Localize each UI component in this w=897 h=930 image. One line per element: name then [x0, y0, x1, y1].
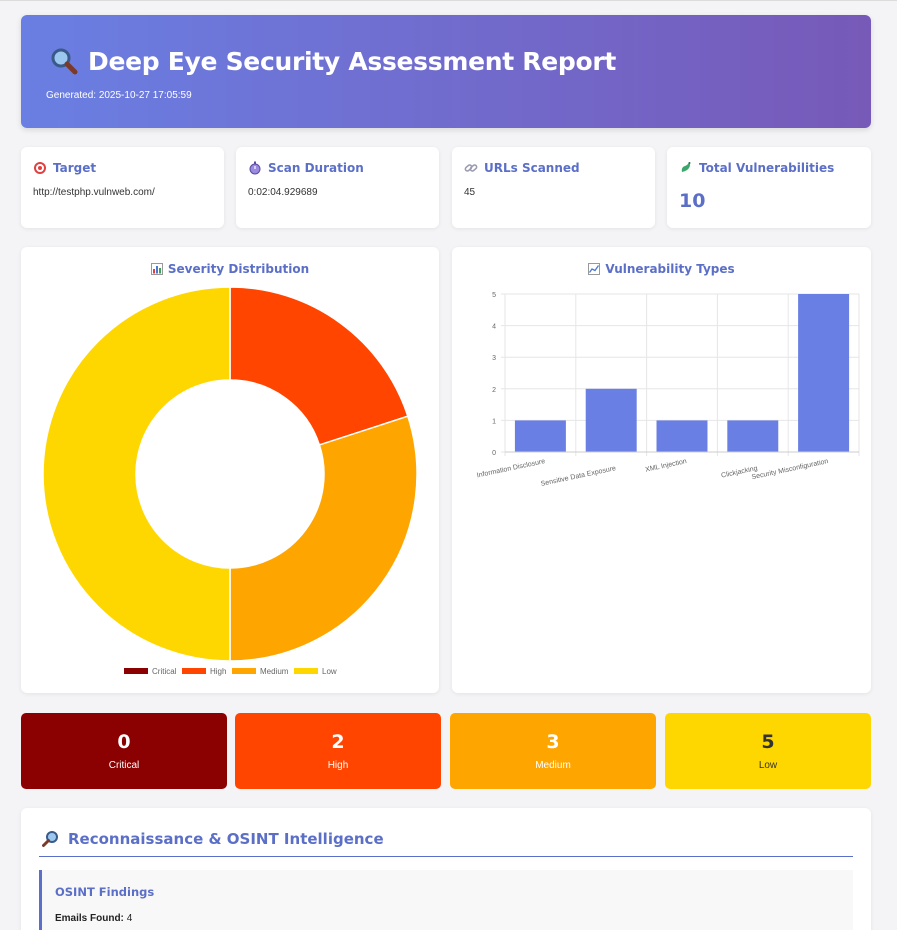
- recon-divider: [39, 856, 853, 857]
- x-tick-label: XML Injection: [645, 458, 688, 474]
- y-tick-label: 4: [492, 324, 496, 331]
- y-tick-label: 1: [492, 418, 496, 425]
- donut-slice-high[interactable]: [229, 286, 409, 446]
- scan-duration-card: Scan Duration 0:02:04.929689: [236, 147, 439, 228]
- donut-slice-medium[interactable]: [229, 415, 418, 662]
- critical-count: 0: [117, 731, 131, 753]
- emails-found-label: Emails Found:: [55, 913, 124, 924]
- legend-label-medium[interactable]: Medium: [260, 667, 289, 676]
- report-title-row: Deep Eye Security Assessment Report: [48, 45, 616, 77]
- osint-findings-title: OSINT Findings: [55, 885, 155, 899]
- target-card: Target http://testphp.vulnweb.com/: [21, 147, 224, 228]
- legend-swatch-medium[interactable]: [232, 668, 256, 674]
- low-count-box: 5 Low: [665, 713, 871, 789]
- severity-chart-title-text: Severity Distribution: [167, 262, 310, 276]
- total-vulnerabilities-value: 10: [679, 190, 706, 212]
- low-label: Low: [758, 760, 778, 771]
- severity-chart-title: Severity Distribution: [21, 262, 439, 276]
- magnifier-icon: [42, 831, 58, 847]
- total-vulnerabilities-card: Total Vulnerabilities 10: [667, 147, 871, 228]
- bar-sensitive-data-exposure[interactable]: [585, 388, 637, 452]
- x-tick-label: Sensitive Data Exposure: [540, 465, 617, 488]
- high-label: High: [327, 760, 349, 771]
- legend-label-critical[interactable]: Critical: [152, 667, 177, 676]
- emails-found-value: 4: [126, 913, 133, 924]
- legend-label-high[interactable]: High: [210, 667, 226, 676]
- report-title: Deep Eye Security Assessment Report: [88, 46, 617, 76]
- medium-count: 3: [546, 731, 560, 753]
- target-label-text: Target: [53, 161, 97, 175]
- types-chart-title: Vulnerability Types: [452, 262, 871, 276]
- magnifier-icon: [51, 48, 78, 75]
- bug-icon: [681, 162, 691, 172]
- recon-heading-text: Reconnaissance & OSINT Intelligence: [68, 830, 384, 848]
- high-count: 2: [331, 731, 345, 753]
- x-tick-label: Information Disclosure: [476, 458, 546, 479]
- legend-swatch-high[interactable]: [182, 668, 206, 674]
- recon-heading: Reconnaissance & OSINT Intelligence: [42, 830, 384, 848]
- y-tick-label: 0: [492, 450, 496, 457]
- scan-duration-value: 0:02:04.929689: [248, 187, 318, 198]
- recon-section: Reconnaissance & OSINT Intelligence OSIN…: [21, 808, 871, 930]
- scan-duration-label: Scan Duration: [248, 161, 364, 175]
- bar-clickjacking[interactable]: [727, 420, 779, 452]
- bar-chart-icon: [150, 263, 163, 275]
- vulnerability-types-card: Vulnerability Types 0 1 2 3 4 5 Information Di…: [452, 247, 871, 693]
- critical-count-box: 0 Critical: [21, 713, 227, 789]
- donut-slice-low[interactable]: [42, 286, 231, 662]
- scan-duration-label-text: Scan Duration: [268, 161, 364, 175]
- medium-label: Medium: [535, 760, 571, 771]
- total-vulnerabilities-label: Total Vulnerabilities: [679, 161, 834, 175]
- urls-scanned-label: URLs Scanned: [464, 161, 580, 175]
- severity-distribution-card: Severity Distribution Critical High Medium…: [21, 247, 439, 693]
- target-icon: [34, 162, 46, 174]
- bar-xml-injection[interactable]: [656, 420, 708, 452]
- urls-scanned-label-text: URLs Scanned: [484, 161, 580, 175]
- high-count-box: 2 High: [235, 713, 441, 789]
- y-tick-label: 5: [492, 292, 496, 299]
- y-tick-label: 3: [492, 355, 496, 362]
- report-header: Deep Eye Security Assessment Report Gene…: [21, 15, 871, 128]
- severity-donut-chart: Critical High Medium Low: [42, 286, 418, 676]
- link-icon: [464, 164, 478, 172]
- x-tick-label: Security Misconfiguration: [751, 458, 829, 481]
- low-count: 5: [761, 731, 775, 753]
- legend-label-low[interactable]: Low: [322, 667, 337, 676]
- generated-timestamp: Generated: 2025-10-27 17:05:59: [46, 90, 192, 101]
- legend-swatch-critical[interactable]: [124, 668, 148, 674]
- total-vulnerabilities-label-text: Total Vulnerabilities: [699, 161, 835, 175]
- osint-findings-panel: OSINT Findings Emails Found: 4: [39, 870, 853, 930]
- types-chart-title-text: Vulnerability Types: [605, 262, 735, 276]
- bar-security-misconfiguration[interactable]: [798, 294, 850, 452]
- critical-label: Critical: [108, 760, 140, 771]
- bar-information-disclosure[interactable]: [514, 420, 566, 452]
- urls-scanned-card: URLs Scanned 45: [452, 147, 655, 228]
- emails-found-line: Emails Found: 4: [55, 913, 132, 924]
- stopwatch-icon: [249, 161, 261, 175]
- target-label: Target: [33, 161, 96, 175]
- urls-scanned-value: 45: [464, 187, 476, 198]
- y-tick-label: 2: [492, 387, 496, 394]
- line-chart-icon: [588, 263, 601, 275]
- target-value: http://testphp.vulnweb.com/: [33, 187, 155, 198]
- medium-count-box: 3 Medium: [450, 713, 656, 789]
- legend-swatch-low[interactable]: [294, 668, 318, 674]
